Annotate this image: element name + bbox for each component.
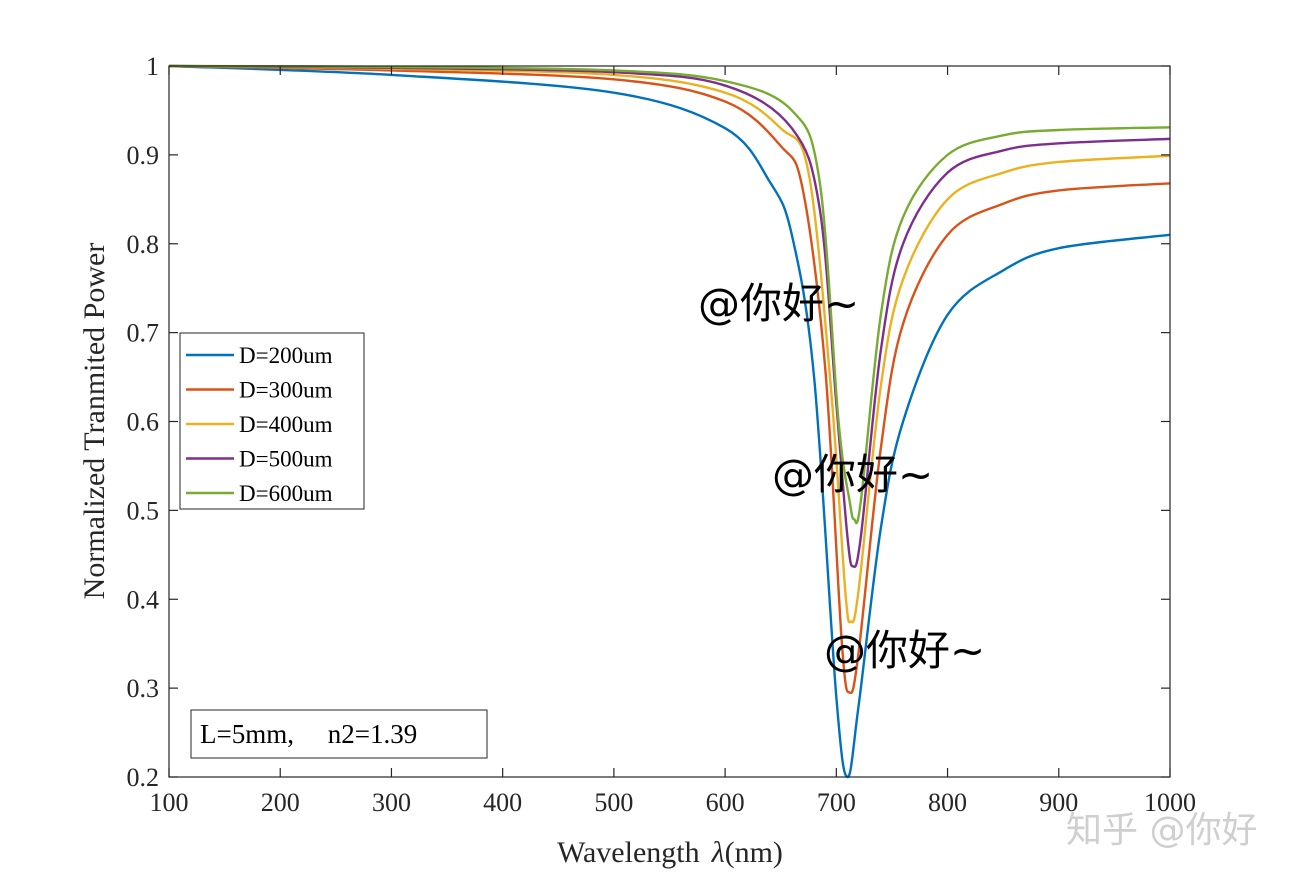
x-tick-label-5: 600 (706, 788, 745, 817)
legend-label-4: D=500um (239, 447, 333, 472)
y-tick-label-1: 0.3 (127, 674, 160, 703)
y-tick-label-7: 0.9 (127, 141, 160, 170)
legend-label-2: D=300um (239, 378, 333, 403)
y-tick-label-3: 0.5 (127, 496, 160, 525)
watermark-corner: 知乎 @你好 (1066, 810, 1257, 851)
series-line-2 (168, 64, 1171, 695)
y-tick-label-8: 1 (146, 52, 159, 81)
x-tick-label-3: 400 (483, 788, 522, 817)
y-tick-label-6: 0.8 (127, 230, 160, 259)
x-tick-label-4: 500 (594, 788, 633, 817)
legend-label-5: D=600um (239, 481, 333, 506)
y-tick-label-5: 0.7 (127, 319, 160, 348)
ticks-group: 100 200 300 400 500 600 700 800 900 1000 0.2 0.3 0.4… (127, 52, 1197, 817)
legend-label-3: D=400um (239, 412, 333, 437)
x-tick-label-0: 100 (150, 788, 189, 817)
legend: D=200um D=300um D=400um D=500um D=600um (179, 332, 365, 510)
x-tick-label-7: 800 (928, 788, 967, 817)
annotation-text: L=5mm, n2=1.39 (200, 719, 417, 749)
y-tick-label-4: 0.6 (127, 408, 160, 437)
x-tick-label-2: 300 (372, 788, 411, 817)
series-line-4 (168, 64, 1171, 569)
legend-label-1: D=200um (239, 343, 333, 368)
annotation-frame (190, 709, 488, 759)
legend-box (179, 332, 365, 510)
y-axis-label: Normalized Tranmited Power (78, 243, 111, 600)
x-tick-label-1: 200 (261, 788, 300, 817)
series-line-5 (168, 64, 1171, 525)
x-tick-label-6: 700 (817, 788, 856, 817)
y-tick-label-2: 0.4 (127, 585, 160, 614)
y-tick-label-0: 0.2 (127, 763, 160, 792)
annotation-box: L=5mm, n2=1.39 (190, 709, 488, 759)
series-line-1 (168, 64, 1171, 779)
x-tick-label-9: 1000 (1144, 788, 1196, 817)
x-axis-label: Wavelength λ(nm) (557, 836, 783, 869)
watermark-overlay-3: @你好~ (824, 626, 985, 675)
x-tick-label-8: 900 (1039, 788, 1078, 817)
watermark-overlay-1: @你好~ (698, 279, 859, 328)
legend-items: D=200um D=300um D=400um D=500um D=600um (186, 343, 333, 506)
watermark-overlay-2: @你好~ (772, 450, 933, 499)
